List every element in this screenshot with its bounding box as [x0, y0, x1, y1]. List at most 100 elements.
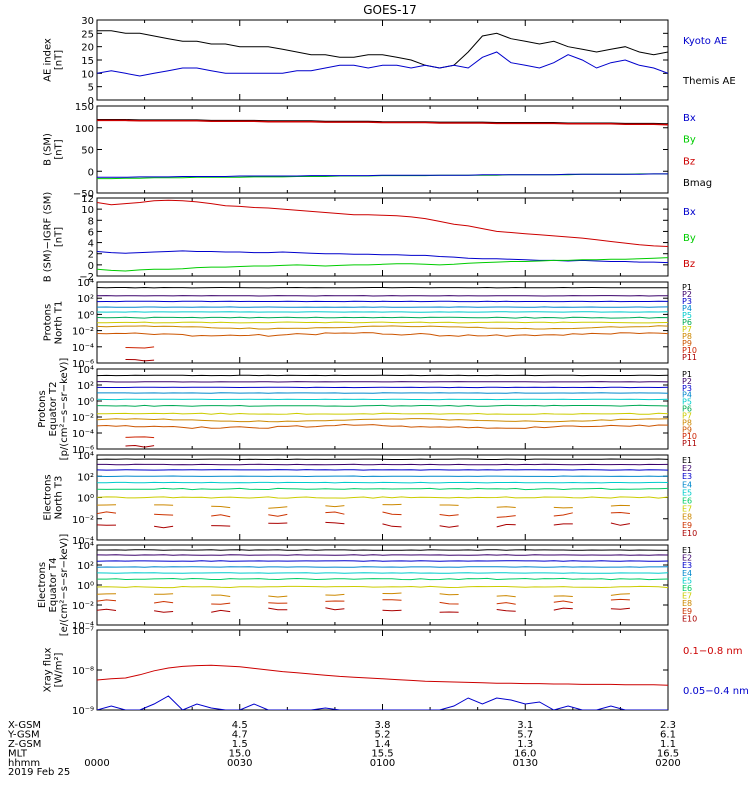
- y-tick-label: 20: [81, 43, 94, 54]
- series-e10: [383, 524, 402, 527]
- legend-p11: P11: [682, 353, 697, 362]
- series-e10: [554, 608, 573, 610]
- series-e10: [97, 609, 116, 610]
- y-tick-label: 10⁴: [77, 278, 94, 289]
- series-by: [97, 258, 668, 271]
- series-e9: [211, 515, 230, 517]
- series-p11: [126, 360, 155, 361]
- y-axis-label: Xray flux: [43, 648, 54, 693]
- series-p10: [126, 437, 155, 438]
- series-e8: [611, 505, 630, 506]
- legend-e10: E10: [682, 614, 697, 623]
- series-e8: [383, 593, 402, 594]
- y-tick-label: 8: [88, 216, 94, 227]
- y-tick-label: 10⁰: [77, 397, 94, 408]
- y-tick-label: 10: [81, 69, 94, 80]
- series-e10: [211, 610, 230, 612]
- series-e8: [497, 596, 516, 597]
- series-p10: [126, 347, 155, 348]
- series-e10: [497, 610, 516, 612]
- series-bz: [97, 200, 668, 246]
- legend-e10: E10: [682, 529, 697, 538]
- x-row-value: 0000: [84, 758, 109, 769]
- series-e7: [97, 497, 668, 498]
- y-axis-label: AE index: [43, 38, 54, 82]
- y-axis-label: Protons: [43, 304, 54, 341]
- series-e8: [440, 594, 459, 595]
- y-tick-label: 10⁰: [77, 310, 94, 321]
- y-tick-label: 10⁰: [77, 494, 94, 505]
- series-e9: [383, 512, 402, 515]
- series-e9: [154, 514, 173, 515]
- y-axis-label: Equator T2: [48, 382, 59, 437]
- plot-area: [97, 288, 668, 361]
- series-e10: [383, 610, 402, 611]
- y-axis-label: [nT]: [54, 139, 65, 159]
- y-axis-label: North T3: [54, 476, 65, 520]
- series-e9: [325, 512, 344, 514]
- y-tick-label: 10²: [77, 472, 94, 483]
- series-e9: [268, 514, 287, 516]
- series-e9: [440, 515, 459, 516]
- series-e9: [97, 512, 116, 514]
- panel-frame: [97, 369, 668, 449]
- series-e9: [554, 601, 573, 603]
- series-e8: [154, 594, 173, 595]
- series-e8: [97, 594, 116, 595]
- y-tick-label: 10⁻⁴: [72, 429, 94, 440]
- series-e9: [440, 602, 459, 604]
- series-e10: [154, 526, 173, 528]
- series-e9: [497, 603, 516, 605]
- series-bx: [97, 174, 668, 177]
- series-e5: [97, 482, 668, 483]
- plot-area: [97, 31, 668, 76]
- series-e8: [268, 507, 287, 508]
- y-tick-label: 10⁴: [77, 541, 94, 552]
- series-e9: [554, 513, 573, 516]
- x-row-value: 0200: [655, 758, 680, 769]
- y-tick-label: 30: [81, 16, 94, 27]
- series-p8: [97, 419, 668, 422]
- series-p7: [97, 413, 668, 414]
- y-tick-label: 150: [75, 102, 94, 113]
- y-tick-label: 10⁻⁹: [72, 706, 94, 717]
- series-e9: [97, 600, 116, 601]
- series-p9: [97, 425, 668, 429]
- panel-frame: [97, 545, 668, 625]
- legend-by: By: [683, 135, 696, 146]
- plot-area: [97, 459, 668, 528]
- series-p9: [97, 333, 668, 337]
- legend-kyoto_ae: Kyoto AE: [683, 36, 727, 47]
- y-tick-label: 10⁻⁸: [72, 666, 94, 677]
- y-tick-label: 6: [88, 227, 94, 238]
- y-tick-label: 10⁴: [77, 365, 94, 376]
- y-axis-label: Protons: [37, 390, 48, 427]
- series-e10: [554, 524, 573, 525]
- y-axis-label: Equator T4: [48, 558, 59, 613]
- legend-long: 0.1−0.8 nm: [683, 646, 742, 657]
- series-p8: [97, 326, 668, 329]
- y-axis-label: [nT]: [54, 50, 65, 70]
- legend-bz: Bz: [683, 156, 695, 167]
- series-e10: [611, 523, 630, 525]
- y-tick-label: 10⁴: [77, 451, 94, 462]
- series-p7: [97, 322, 668, 323]
- legend-p11: P11: [682, 439, 697, 448]
- y-tick-label: 0: [88, 167, 94, 178]
- figure-title: GOES-17: [363, 3, 417, 17]
- y-axis-label: B (SM)−IGRF (SM): [43, 192, 54, 283]
- legend-themis_ae: Themis AE: [682, 76, 736, 87]
- series-e8: [325, 506, 344, 507]
- legend-by: By: [683, 233, 696, 244]
- y-tick-label: 10⁻²: [72, 601, 94, 612]
- series-e3: [97, 470, 668, 471]
- y-tick-label: 12: [81, 194, 94, 205]
